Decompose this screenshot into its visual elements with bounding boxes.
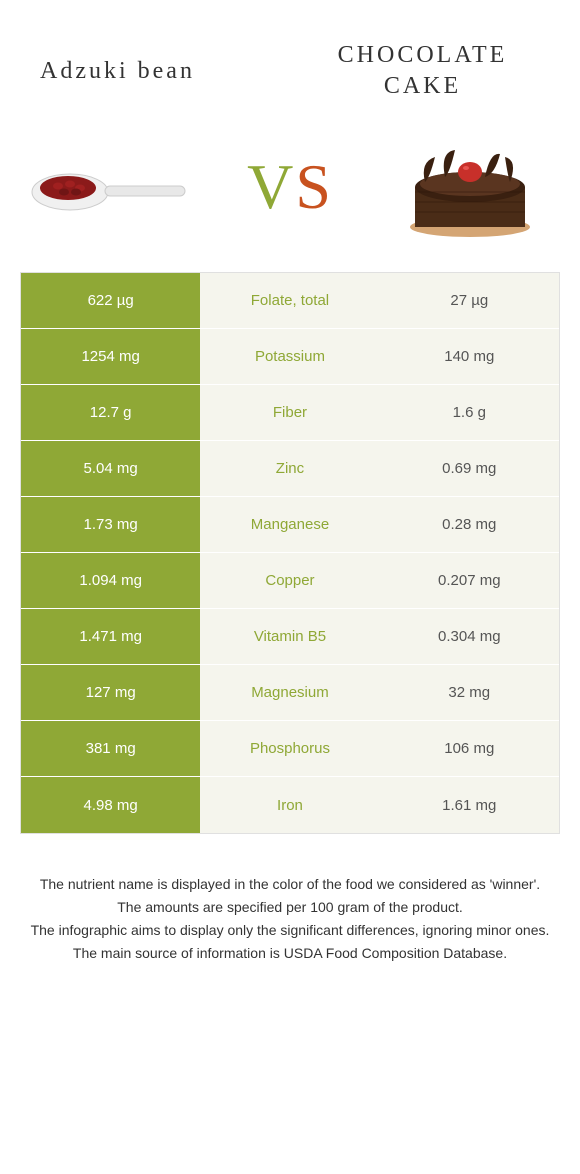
value-right: 0.304 mg — [380, 609, 559, 664]
value-right: 0.28 mg — [380, 497, 559, 552]
nutrient-name: Phosphorus — [200, 721, 379, 776]
value-left: 127 mg — [21, 665, 200, 720]
table-row: 4.98 mg Iron 1.61 mg — [21, 777, 559, 833]
table-row: 381 mg Phosphorus 106 mg — [21, 721, 559, 777]
header-row: Adzuki bean CHOCOLATE CAKE — [0, 0, 580, 122]
value-right: 0.69 mg — [380, 441, 559, 496]
value-right: 0.207 mg — [380, 553, 559, 608]
value-left: 1254 mg — [21, 329, 200, 384]
table-row: 1254 mg Potassium 140 mg — [21, 329, 559, 385]
nutrient-name: Iron — [200, 777, 379, 833]
value-left: 1.73 mg — [21, 497, 200, 552]
table-row: 1.471 mg Vitamin B5 0.304 mg — [21, 609, 559, 665]
vs-v: V — [247, 151, 295, 222]
value-left: 381 mg — [21, 721, 200, 776]
value-right: 27 µg — [380, 273, 559, 328]
chocolate-cake-image — [390, 132, 550, 242]
nutrient-name: Folate, total — [200, 273, 379, 328]
nutrient-name: Magnesium — [200, 665, 379, 720]
adzuki-bean-image — [30, 132, 190, 242]
value-left: 1.094 mg — [21, 553, 200, 608]
table-row: 622 µg Folate, total 27 µg — [21, 273, 559, 329]
value-right: 140 mg — [380, 329, 559, 384]
table-row: 1.094 mg Copper 0.207 mg — [21, 553, 559, 609]
nutrient-name: Zinc — [200, 441, 379, 496]
title-right-line1: CHOCOLATE — [338, 42, 508, 68]
title-right: CHOCOLATE CAKE — [295, 40, 550, 102]
infographic-container: Adzuki bean CHOCOLATE CAKE VS — [0, 0, 580, 986]
value-left: 5.04 mg — [21, 441, 200, 496]
footer-notes: The nutrient name is displayed in the co… — [0, 834, 580, 986]
nutrient-table: 622 µg Folate, total 27 µg 1254 mg Potas… — [20, 272, 560, 834]
nutrient-name: Copper — [200, 553, 379, 608]
title-right-line2: CAKE — [384, 73, 461, 99]
vs-label: VS — [247, 150, 333, 224]
value-right: 106 mg — [380, 721, 559, 776]
value-right: 1.61 mg — [380, 777, 559, 833]
nutrient-name: Potassium — [200, 329, 379, 384]
table-row: 1.73 mg Manganese 0.28 mg — [21, 497, 559, 553]
table-row: 12.7 g Fiber 1.6 g — [21, 385, 559, 441]
footer-line: The main source of information is USDA F… — [30, 943, 550, 964]
value-right: 1.6 g — [380, 385, 559, 440]
vs-s: S — [295, 151, 333, 222]
value-right: 32 mg — [380, 665, 559, 720]
value-left: 1.471 mg — [21, 609, 200, 664]
nutrient-name: Fiber — [200, 385, 379, 440]
title-left: Adzuki bean — [30, 58, 295, 85]
nutrient-name: Manganese — [200, 497, 379, 552]
images-row: VS — [0, 122, 580, 272]
value-left: 4.98 mg — [21, 777, 200, 833]
footer-line: The nutrient name is displayed in the co… — [30, 874, 550, 895]
footer-line: The amounts are specified per 100 gram o… — [30, 897, 550, 918]
table-row: 5.04 mg Zinc 0.69 mg — [21, 441, 559, 497]
footer-line: The infographic aims to display only the… — [30, 920, 550, 941]
value-left: 12.7 g — [21, 385, 200, 440]
table-row: 127 mg Magnesium 32 mg — [21, 665, 559, 721]
nutrient-name: Vitamin B5 — [200, 609, 379, 664]
value-left: 622 µg — [21, 273, 200, 328]
